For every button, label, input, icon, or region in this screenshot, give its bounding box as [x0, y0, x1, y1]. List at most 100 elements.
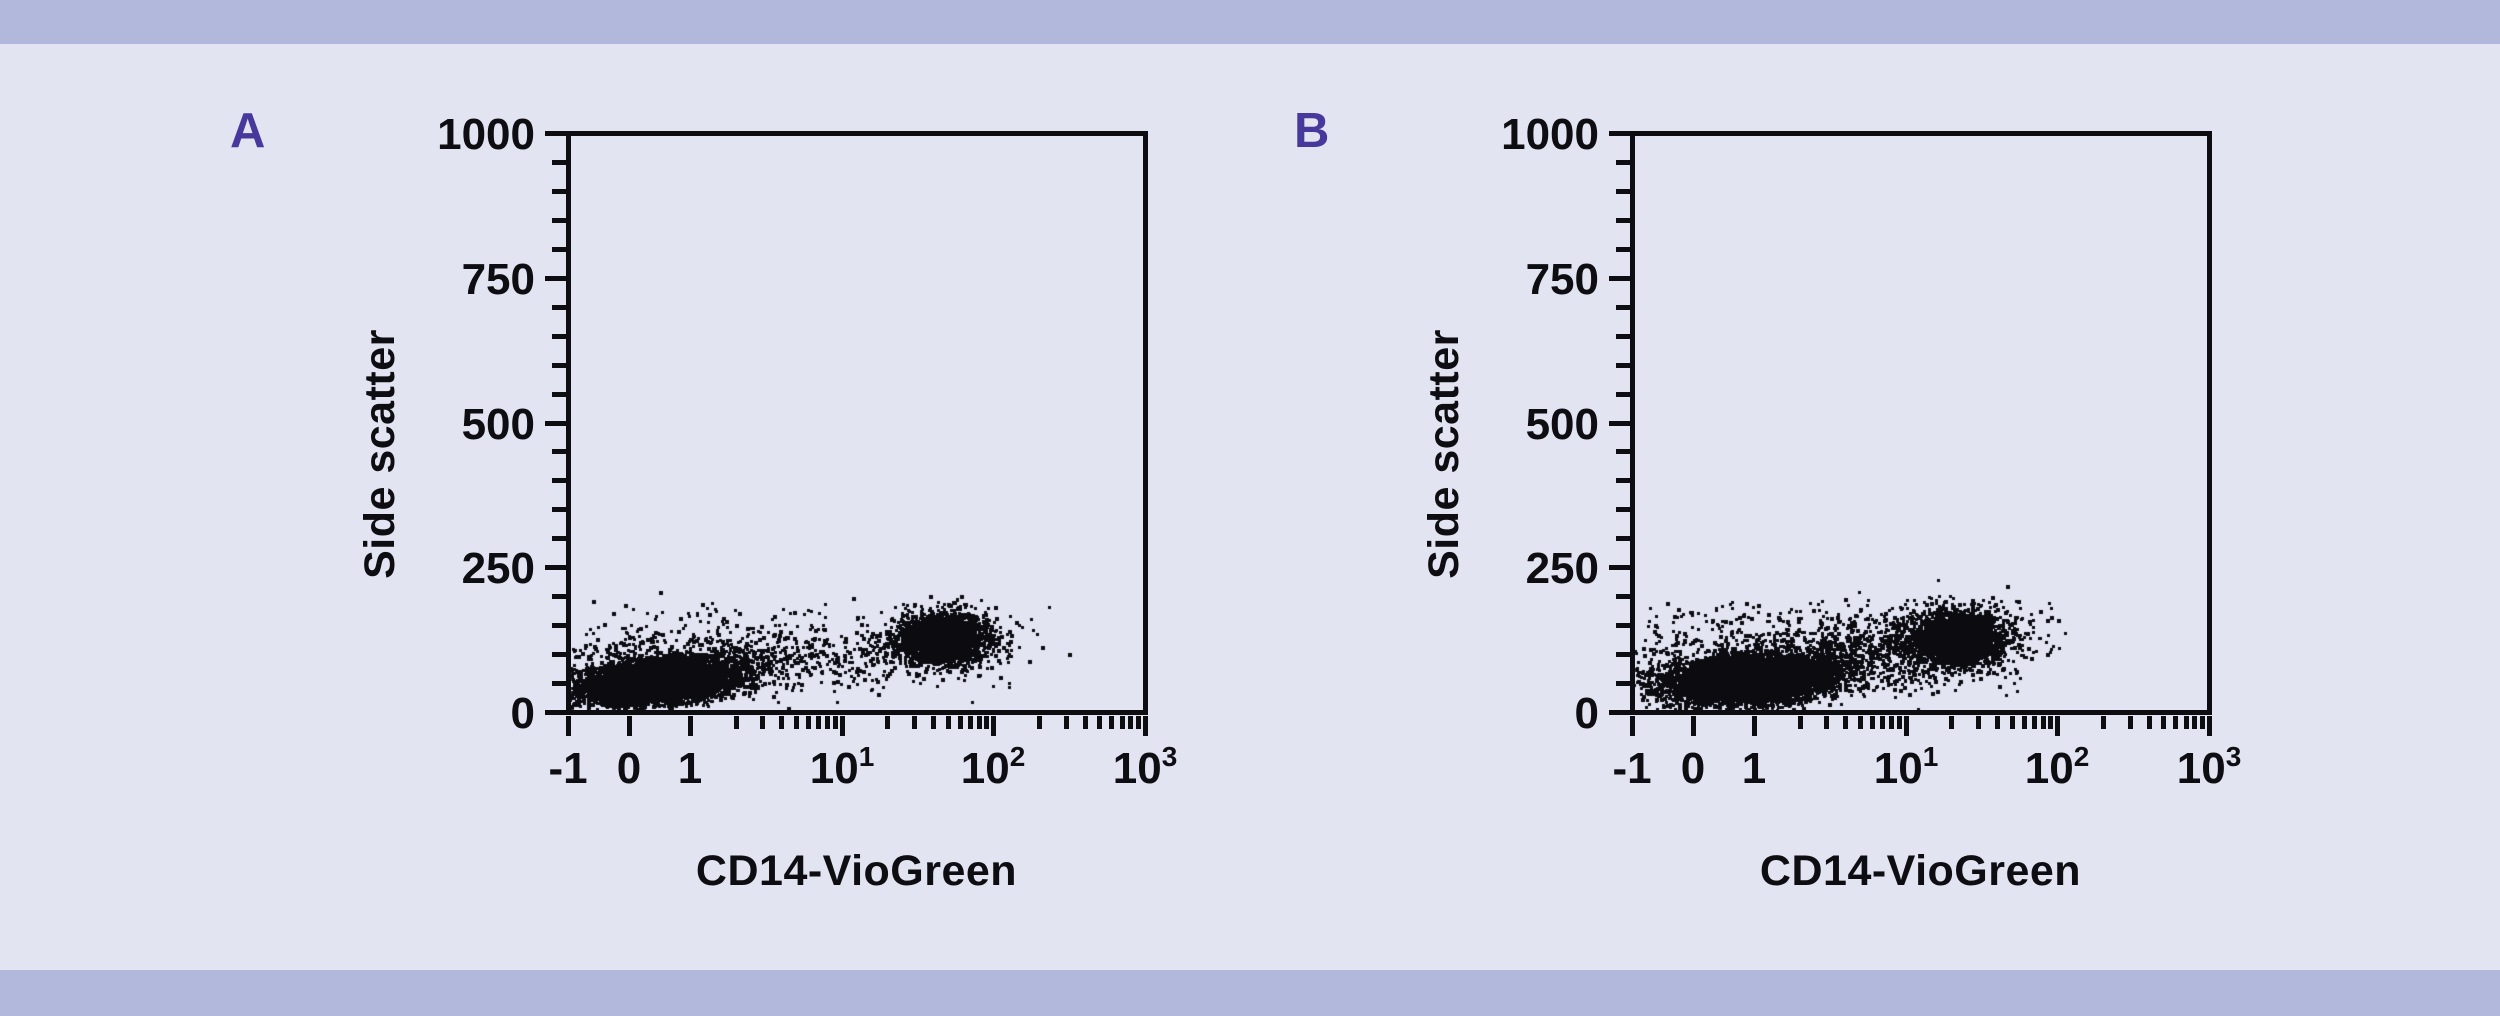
panel-b-scatter-canvas: [1632, 133, 2209, 712]
exponent: 2: [1009, 741, 1026, 772]
y-minor-tick: [552, 623, 566, 628]
x-minor-tick: [1880, 716, 1885, 729]
y-major-tick: [545, 276, 566, 281]
x-minor-tick: [2200, 716, 2205, 729]
x-minor-tick: [1995, 716, 2000, 729]
y-minor-tick: [1616, 652, 1630, 657]
y-tick-label: 0: [510, 689, 535, 738]
y-minor-tick: [552, 507, 566, 512]
y-minor-tick: [552, 363, 566, 368]
x-minor-tick: [2128, 716, 2133, 729]
x-minor-tick: [931, 716, 936, 729]
y-tick-label: 750: [1525, 255, 1599, 304]
x-minor-tick: [833, 716, 838, 729]
x-minor-tick: [1798, 716, 1803, 729]
x-minor-tick: [1824, 716, 1829, 729]
y-major-tick: [545, 565, 566, 570]
x-tick-label: 0: [1680, 744, 1706, 793]
x-minor-tick: [779, 716, 784, 729]
x-tick-label: 102: [960, 741, 1026, 793]
y-tick-label: 500: [461, 400, 535, 449]
y-minor-tick: [552, 305, 566, 310]
x-major-tick: [991, 716, 996, 736]
x-major-tick: [2207, 716, 2212, 736]
x-minor-tick: [760, 716, 765, 729]
y-minor-tick: [552, 160, 566, 165]
x-tick-label: 103: [2176, 741, 2242, 793]
y-minor-tick: [1616, 392, 1630, 397]
panel-a-label: A: [230, 104, 266, 158]
y-minor-tick: [1616, 334, 1630, 339]
y-minor-tick: [1616, 681, 1630, 686]
y-minor-tick: [552, 189, 566, 194]
x-minor-tick: [984, 716, 989, 729]
x-minor-tick: [968, 716, 973, 729]
x-minor-tick: [806, 716, 811, 729]
x-major-tick: [1691, 716, 1696, 736]
x-major-tick: [2055, 716, 2060, 736]
x-major-tick: [840, 716, 845, 736]
panel-b-y-axis-title: Side scatter: [1420, 329, 1468, 579]
panel-a-plot-frame: [566, 131, 1148, 715]
x-minor-tick: [2192, 716, 2197, 729]
x-minor-tick: [734, 716, 739, 729]
x-major-tick: [1752, 716, 1757, 736]
x-major-tick: [1143, 716, 1148, 736]
y-tick-label: 750: [461, 255, 535, 304]
panel-a-x-axis-title: CD14-VioGreen: [695, 847, 1018, 895]
top-band: [0, 0, 2500, 44]
panel-b-label: B: [1294, 104, 1330, 158]
x-minor-tick: [1976, 716, 1981, 729]
x-minor-tick: [2147, 716, 2152, 729]
x-major-tick: [1630, 716, 1635, 736]
x-minor-tick: [1109, 716, 1114, 729]
x-minor-tick: [1136, 716, 1141, 729]
x-minor-tick: [946, 716, 951, 729]
x-minor-tick: [1128, 716, 1133, 729]
y-major-tick: [1609, 710, 1630, 715]
y-tick-label: 250: [461, 544, 535, 593]
x-minor-tick: [2041, 716, 2046, 729]
x-minor-tick: [2010, 716, 2015, 729]
x-minor-tick: [912, 716, 917, 729]
exponent: 1: [1922, 741, 1939, 772]
x-minor-tick: [816, 716, 821, 729]
bottom-band: [0, 970, 2500, 1016]
y-major-tick: [1609, 565, 1630, 570]
y-minor-tick: [552, 392, 566, 397]
y-minor-tick: [552, 536, 566, 541]
x-minor-tick: [1858, 716, 1863, 729]
y-minor-tick: [1616, 478, 1630, 483]
x-major-tick: [566, 716, 571, 736]
x-minor-tick: [1037, 716, 1042, 729]
x-minor-tick: [2101, 716, 2106, 729]
y-major-tick: [1609, 131, 1630, 136]
x-minor-tick: [1064, 716, 1069, 729]
x-minor-tick: [1120, 716, 1125, 729]
y-minor-tick: [552, 478, 566, 483]
y-tick-label: 1000: [437, 110, 535, 159]
y-minor-tick: [1616, 623, 1630, 628]
x-minor-tick: [2161, 716, 2166, 729]
x-tick-label: -1: [548, 744, 588, 793]
x-tick-label: 1: [677, 744, 703, 793]
x-minor-tick: [1843, 716, 1848, 729]
x-tick-label: 102: [2024, 741, 2090, 793]
x-tick-label: 101: [1873, 741, 1939, 793]
x-minor-tick: [958, 716, 963, 729]
x-tick-label: 0: [616, 744, 642, 793]
y-tick-label: 500: [1525, 400, 1599, 449]
x-minor-tick: [1889, 716, 1894, 729]
y-minor-tick: [1616, 305, 1630, 310]
x-minor-tick: [1083, 716, 1088, 729]
y-minor-tick: [552, 218, 566, 223]
y-tick-label: 0: [1574, 689, 1599, 738]
exponent: 2: [2073, 741, 2090, 772]
y-minor-tick: [1616, 536, 1630, 541]
x-tick-label: 1: [1741, 744, 1767, 793]
x-minor-tick: [2048, 716, 2053, 729]
panel-a-scatter-canvas: [568, 133, 1145, 712]
y-major-tick: [1609, 276, 1630, 281]
x-major-tick: [688, 716, 693, 736]
x-minor-tick: [1870, 716, 1875, 729]
